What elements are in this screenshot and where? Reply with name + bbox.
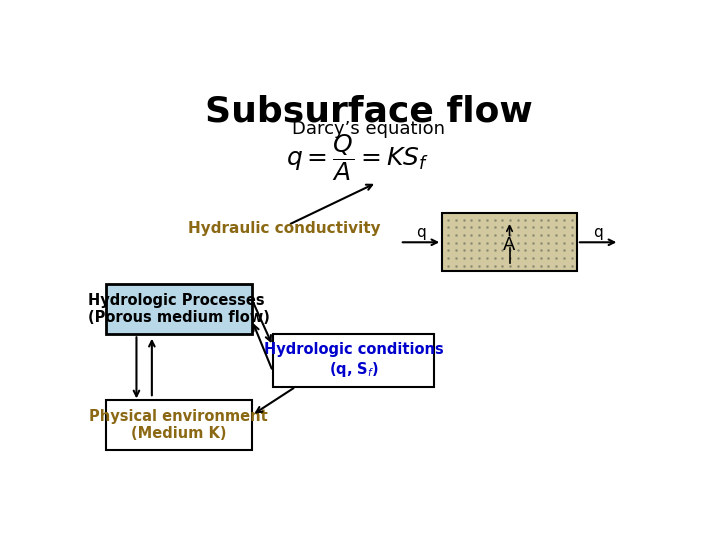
Bar xyxy=(106,284,252,334)
Text: A: A xyxy=(503,235,516,254)
Text: Darcy’s equation: Darcy’s equation xyxy=(292,120,446,138)
Text: Hydrologic conditions
(q, S$_f$): Hydrologic conditions (q, S$_f$) xyxy=(264,342,444,379)
Text: Physical environment
(Medium K): Physical environment (Medium K) xyxy=(89,409,268,441)
Text: q: q xyxy=(593,225,603,240)
Text: Hydrologic Processes
(Porous medium flow): Hydrologic Processes (Porous medium flow… xyxy=(88,293,270,326)
Text: q: q xyxy=(415,225,426,240)
Text: $q = \dfrac{Q}{A} = KS_f$: $q = \dfrac{Q}{A} = KS_f$ xyxy=(286,132,429,184)
Bar xyxy=(273,334,434,387)
Bar xyxy=(442,213,577,271)
Bar xyxy=(106,400,252,450)
Text: Subsurface flow: Subsurface flow xyxy=(205,94,533,128)
Text: Hydraulic conductivity: Hydraulic conductivity xyxy=(188,221,381,237)
